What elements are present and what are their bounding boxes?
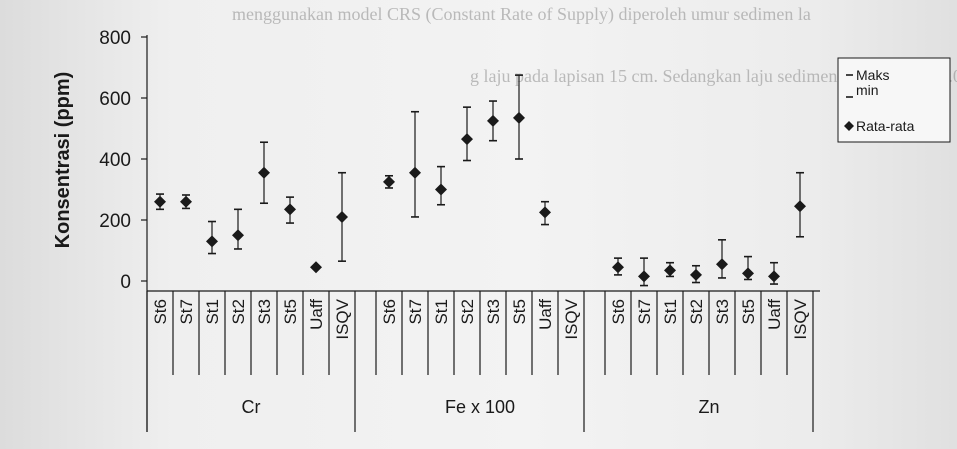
category-label: St1 [432,299,451,325]
mean-marker [383,175,395,188]
mean-marker [461,133,473,146]
y-axis-label: Konsentrasi (ppm) [52,72,74,249]
y-tick-label: 400 [99,150,131,171]
mean-marker [180,195,192,208]
mean-marker [154,195,166,208]
group-label: Cr [242,397,261,417]
category-label: ISQV [333,298,352,339]
category-label: St7 [406,299,425,325]
mean-marker [232,229,244,242]
category-label: St6 [609,299,628,325]
mean-marker [409,166,421,179]
category-label: ISQV [791,298,810,339]
mean-marker [487,114,499,127]
category-label: St1 [203,299,222,325]
category-label: Uaff [765,299,784,330]
category-label: ISQV [562,298,581,339]
category-label: St7 [177,299,196,325]
mean-marker [539,206,551,219]
y-axis: 0 200 400 600 800 [99,28,148,432]
y-tick-label: 800 [99,28,131,49]
x-axis: St6 St7 St1 St2 St3 St5 Uaff ISQV Cr St6 St7 St1 St2… [146,290,820,432]
legend-mean-marker [844,121,854,131]
mean-marker [284,203,296,216]
mean-marker [794,200,806,213]
category-label: St3 [484,299,503,325]
mean-marker [768,270,780,283]
background-text-line-1: menggunakan model CRS (Constant Rate of … [232,4,811,25]
y-tick-label: 600 [99,89,131,110]
mean-marker [435,183,447,196]
legend-box [837,57,951,143]
mean-marker [612,261,624,274]
data-series [154,74,806,287]
mean-marker [206,235,218,248]
category-label: Uaff [536,299,555,330]
category-label: St5 [739,299,758,325]
mean-marker [310,261,322,274]
group-label: Fe x 100 [445,397,515,417]
category-label: St3 [255,299,274,325]
mean-marker [258,166,270,179]
category-label: St3 [713,299,732,325]
category-label: St1 [661,299,680,325]
category-label: St5 [281,299,300,325]
y-tick-label: 0 [120,272,131,293]
mean-marker [690,268,702,281]
category-label: St2 [229,299,248,325]
category-label: Uaff [307,299,326,330]
category-label: St6 [380,299,399,325]
mean-marker [664,264,676,277]
category-label: St7 [635,299,654,325]
category-label: St5 [510,299,529,325]
legend-max-label: Maks [856,67,889,83]
mean-marker [336,210,348,223]
category-label: St6 [151,299,170,325]
category-label: St2 [687,299,706,325]
y-tick-label: 200 [99,211,131,232]
legend: Maks min Rata-rata [837,57,951,143]
mean-marker [716,258,728,271]
mean-marker [513,111,525,124]
background-text-line-2: g laju pada lapisan 15 cm. Sedangkan laj… [470,66,957,86]
legend-min-label: min [856,82,879,98]
mean-marker [638,270,650,283]
legend-mean-label: Rata-rata [856,118,915,134]
mean-marker [742,267,754,280]
category-label: St2 [458,299,477,325]
group-label: Zn [698,397,719,417]
